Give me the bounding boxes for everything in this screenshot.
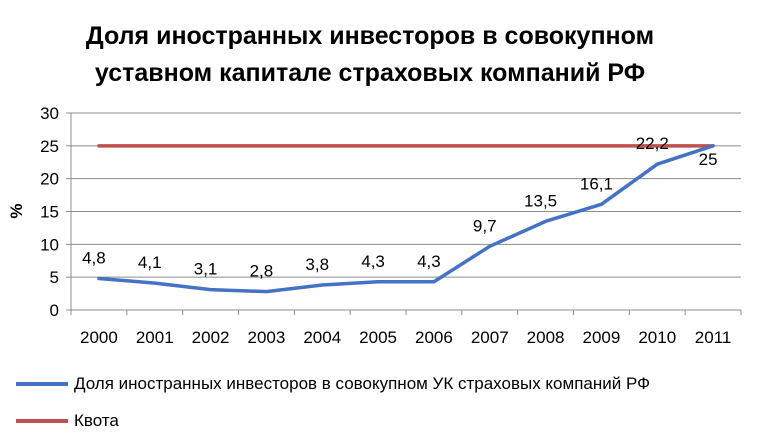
data-label: 4,8 xyxy=(82,248,106,267)
series-lines xyxy=(97,144,715,294)
x-tick-label: 2009 xyxy=(583,328,621,347)
y-tick-label: 10 xyxy=(40,235,59,254)
data-labels: 4,8 4,1 3,1 2,8 3,8 4,3 4,3 9,7 13,5 16,1 22,2 25 xyxy=(82,134,717,280)
y-tick-label: 5 xyxy=(50,268,59,287)
x-tick-label: 2000 xyxy=(80,328,118,347)
chart-title-line-2: уставном капитале страховых компаний РФ xyxy=(94,59,646,87)
x-tick-label: 2011 xyxy=(695,328,732,347)
data-label: 2,8 xyxy=(250,262,274,281)
axes xyxy=(66,112,742,315)
x-tick-label: 2004 xyxy=(303,328,341,347)
data-label: 3,8 xyxy=(305,255,329,274)
x-tick-labels: 2000 2001 2002 2003 2004 2005 2006 2007 2008 2009… xyxy=(80,328,731,347)
y-tick-label: 20 xyxy=(40,170,59,189)
data-label: 4,3 xyxy=(417,252,441,271)
legend-item-quota: Квота xyxy=(16,402,650,439)
data-label: 4,1 xyxy=(138,253,162,272)
x-tick-label: 2008 xyxy=(527,328,565,347)
data-label: 9,7 xyxy=(473,216,497,235)
legend-label-share: Доля иностранных инвесторов в совокупном… xyxy=(74,373,651,393)
y-axis-label: % xyxy=(7,203,26,218)
data-label: 25 xyxy=(699,150,718,169)
x-tick-label: 2007 xyxy=(471,328,509,347)
legend-swatch-share xyxy=(16,381,68,386)
y-tick-label: 25 xyxy=(40,137,59,156)
x-tick-label: 2002 xyxy=(192,328,230,347)
x-tick-label: 2006 xyxy=(415,328,453,347)
legend-swatch-quota xyxy=(16,418,68,423)
x-tick-label: 2003 xyxy=(248,328,286,347)
chart-title: Доля иностранных инвесторов в совокупном… xyxy=(40,18,700,92)
y-tick-label: 0 xyxy=(50,301,59,320)
y-tick-label: 15 xyxy=(40,203,59,222)
series-line-share xyxy=(97,144,715,294)
legend-item-share: Доля иностранных инвесторов в совокупном… xyxy=(16,365,650,402)
x-tick-label: 2005 xyxy=(359,328,397,347)
data-label: 13,5 xyxy=(524,191,557,210)
chart-title-line-1: Доля иностранных инвесторов в совокупном xyxy=(85,22,655,50)
data-label: 16,1 xyxy=(580,174,613,193)
data-label: 3,1 xyxy=(194,260,218,279)
x-tick-label: 2010 xyxy=(638,328,676,347)
y-tick-label: 30 xyxy=(40,104,59,123)
y-tick-labels: 0 5 10 15 20 25 30 xyxy=(40,104,59,320)
data-label: 22,2 xyxy=(636,134,669,153)
x-tick-label: 2001 xyxy=(136,328,174,347)
data-label: 4,3 xyxy=(361,252,385,271)
legend: Доля иностранных инвесторов в совокупном… xyxy=(16,365,650,439)
legend-label-quota: Квота xyxy=(74,410,119,430)
